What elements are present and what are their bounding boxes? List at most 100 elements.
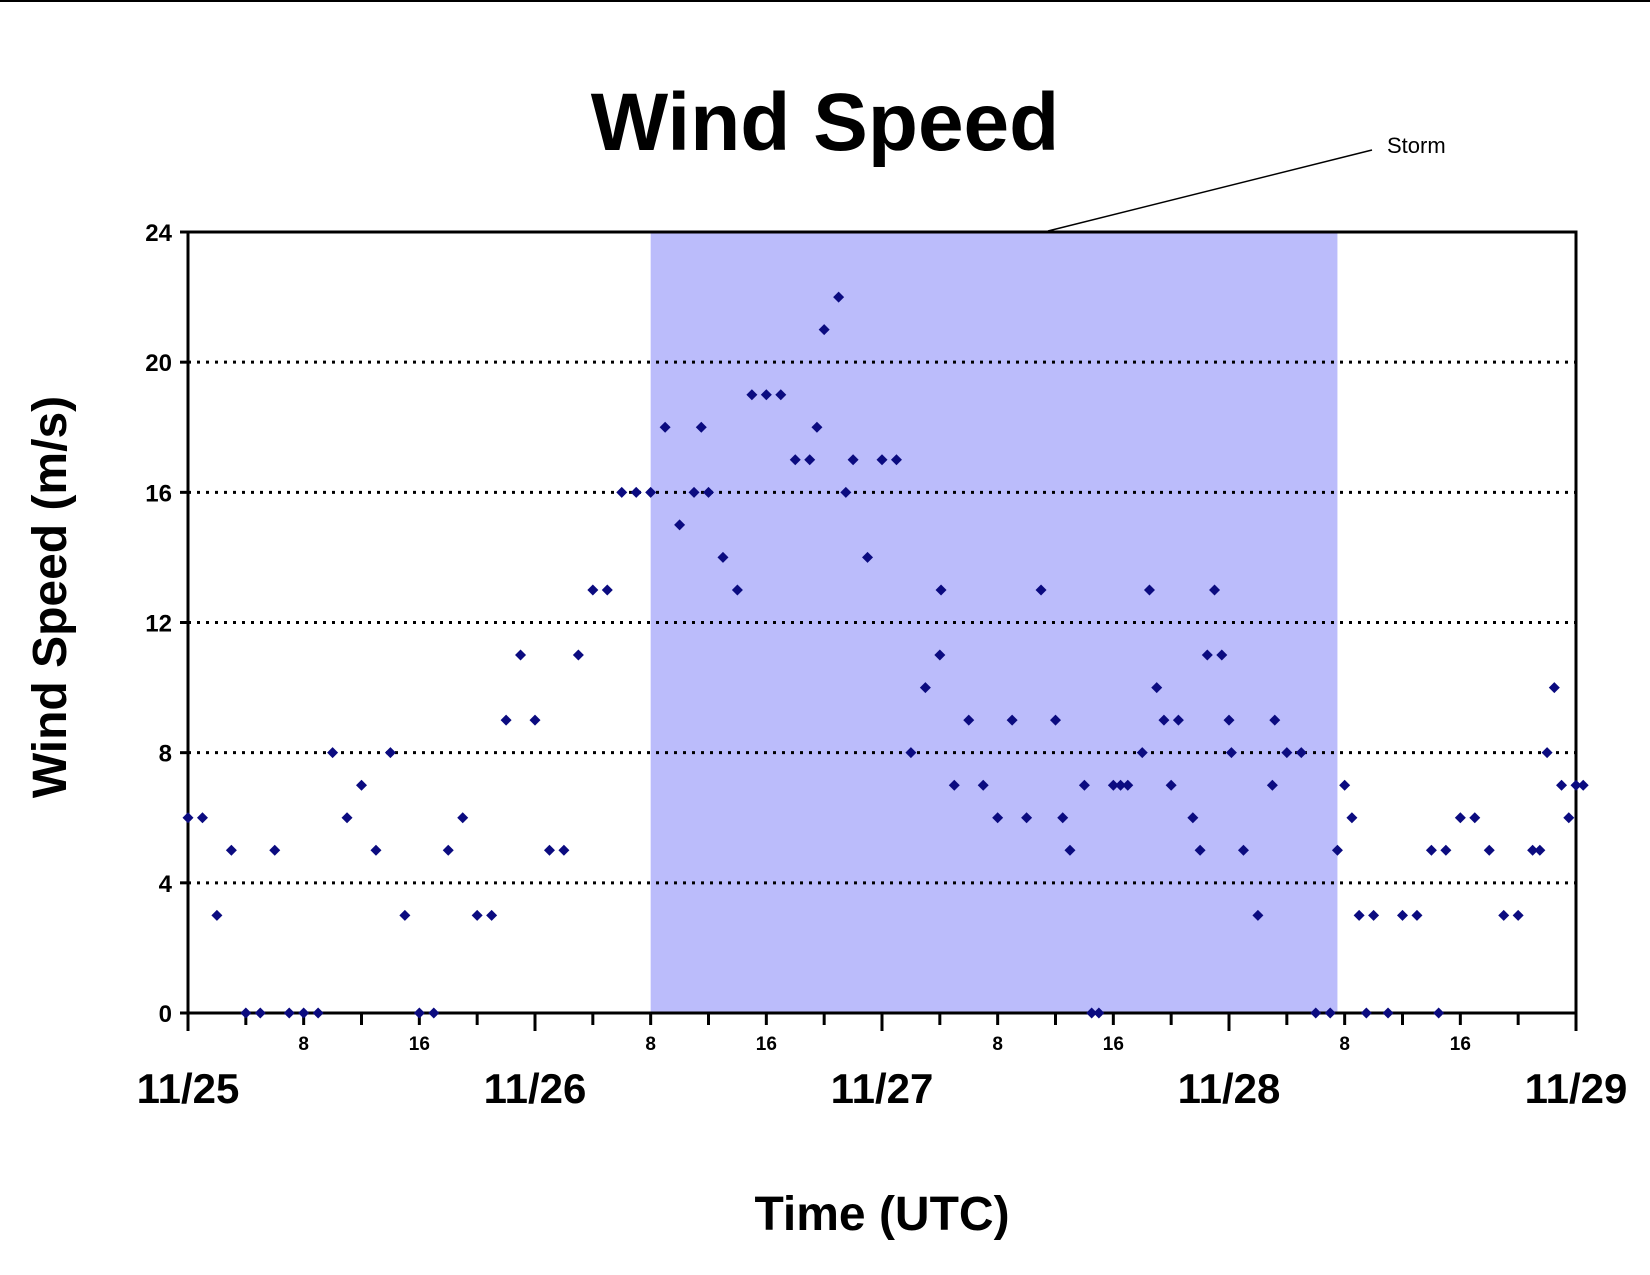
data-point [442, 844, 454, 856]
tick-labels: 0 4 8 12 16 20 24 8 16 8 16 8 16 8 16 11/25 11/26 11/27 11… [137, 220, 1628, 1112]
data-points [182, 291, 1589, 1019]
frame-top-border [0, 0, 1650, 2]
data-point [1165, 779, 1177, 791]
day-tick-label: 11/29 [1525, 1065, 1628, 1112]
y-axis-label: Wind Speed (m/s) [24, 396, 77, 798]
gridlines [188, 360, 1576, 885]
data-point [1433, 1007, 1445, 1019]
storm-annotation-label: Storm [1387, 133, 1446, 158]
data-point [486, 909, 498, 921]
data-point [1194, 844, 1206, 856]
data-point [760, 389, 772, 401]
data-point [992, 812, 1004, 824]
data-point [1411, 909, 1423, 921]
data-point [1122, 779, 1134, 791]
data-point [1064, 844, 1076, 856]
data-point [1269, 714, 1281, 726]
data-point [211, 909, 223, 921]
data-point [934, 649, 946, 661]
day-tick-label: 11/28 [1178, 1065, 1281, 1112]
y-tick-label: 8 [159, 741, 172, 768]
chart-title: Wind Speed [591, 77, 1060, 168]
data-point [240, 1007, 252, 1019]
data-point [963, 714, 975, 726]
data-point [977, 779, 989, 791]
y-tick-label: 20 [145, 350, 172, 377]
data-point [804, 454, 816, 466]
data-point [659, 421, 671, 433]
data-point [1577, 779, 1589, 791]
data-point [717, 551, 729, 563]
data-point [1368, 909, 1380, 921]
data-point [1107, 779, 1119, 791]
data-point [384, 747, 396, 759]
data-point [862, 551, 874, 563]
data-point [298, 1007, 310, 1019]
data-point [905, 747, 917, 759]
data-point [876, 454, 888, 466]
data-point [1209, 584, 1221, 596]
y-tick-label: 12 [145, 611, 172, 638]
hour-tick-label: 16 [409, 1034, 430, 1055]
data-point [935, 584, 947, 596]
hour-tick-label: 8 [645, 1034, 656, 1055]
data-point [457, 812, 469, 824]
hour-tick-label: 16 [1103, 1034, 1124, 1055]
data-point [1057, 812, 1069, 824]
data-point [1346, 812, 1358, 824]
hour-tick-label: 16 [756, 1034, 777, 1055]
data-point [1086, 1007, 1098, 1019]
data-point [428, 1007, 440, 1019]
data-point [1266, 779, 1278, 791]
data-point [1498, 909, 1510, 921]
day-tick-label: 11/26 [484, 1065, 587, 1112]
data-point [1172, 714, 1184, 726]
data-point [1093, 1007, 1105, 1019]
hour-tick-label: 8 [1339, 1034, 1350, 1055]
data-point [1006, 714, 1018, 726]
data-point [1527, 844, 1539, 856]
y-tick-label: 0 [159, 1001, 172, 1028]
y-tick-label: 4 [159, 871, 173, 898]
data-point [413, 1007, 425, 1019]
data-point [327, 747, 339, 759]
data-point [1216, 649, 1228, 661]
data-point [1454, 812, 1466, 824]
data-point [1021, 812, 1033, 824]
data-point [847, 454, 859, 466]
data-point [1397, 909, 1408, 921]
data-point [1035, 584, 1047, 596]
data-point [1534, 844, 1546, 856]
data-point [587, 584, 599, 596]
data-point [948, 779, 960, 791]
data-point [1136, 747, 1148, 759]
data-point [1201, 649, 1213, 661]
data-point [471, 909, 483, 921]
data-point [1187, 812, 1199, 824]
y-tick-label: 24 [145, 220, 172, 247]
data-point [1295, 747, 1307, 759]
data-point [341, 812, 353, 824]
data-point [1563, 812, 1575, 824]
data-point [182, 812, 194, 824]
data-point [1115, 779, 1127, 791]
data-point [1331, 844, 1343, 856]
hour-tick-label: 8 [298, 1034, 309, 1055]
data-point [789, 454, 801, 466]
data-point [695, 421, 707, 433]
hour-tick-label: 8 [992, 1034, 1003, 1055]
data-point [1339, 779, 1351, 791]
data-point [731, 584, 743, 596]
data-point [811, 421, 823, 433]
day-tick-label: 11/25 [137, 1065, 240, 1112]
data-point [1353, 909, 1365, 921]
data-point [269, 844, 281, 856]
data-point [890, 454, 902, 466]
data-point [1570, 779, 1582, 791]
data-point [1281, 747, 1293, 759]
data-point [312, 1007, 324, 1019]
y-tick-label: 16 [145, 480, 172, 507]
data-point [529, 714, 541, 726]
data-point [254, 1007, 266, 1019]
